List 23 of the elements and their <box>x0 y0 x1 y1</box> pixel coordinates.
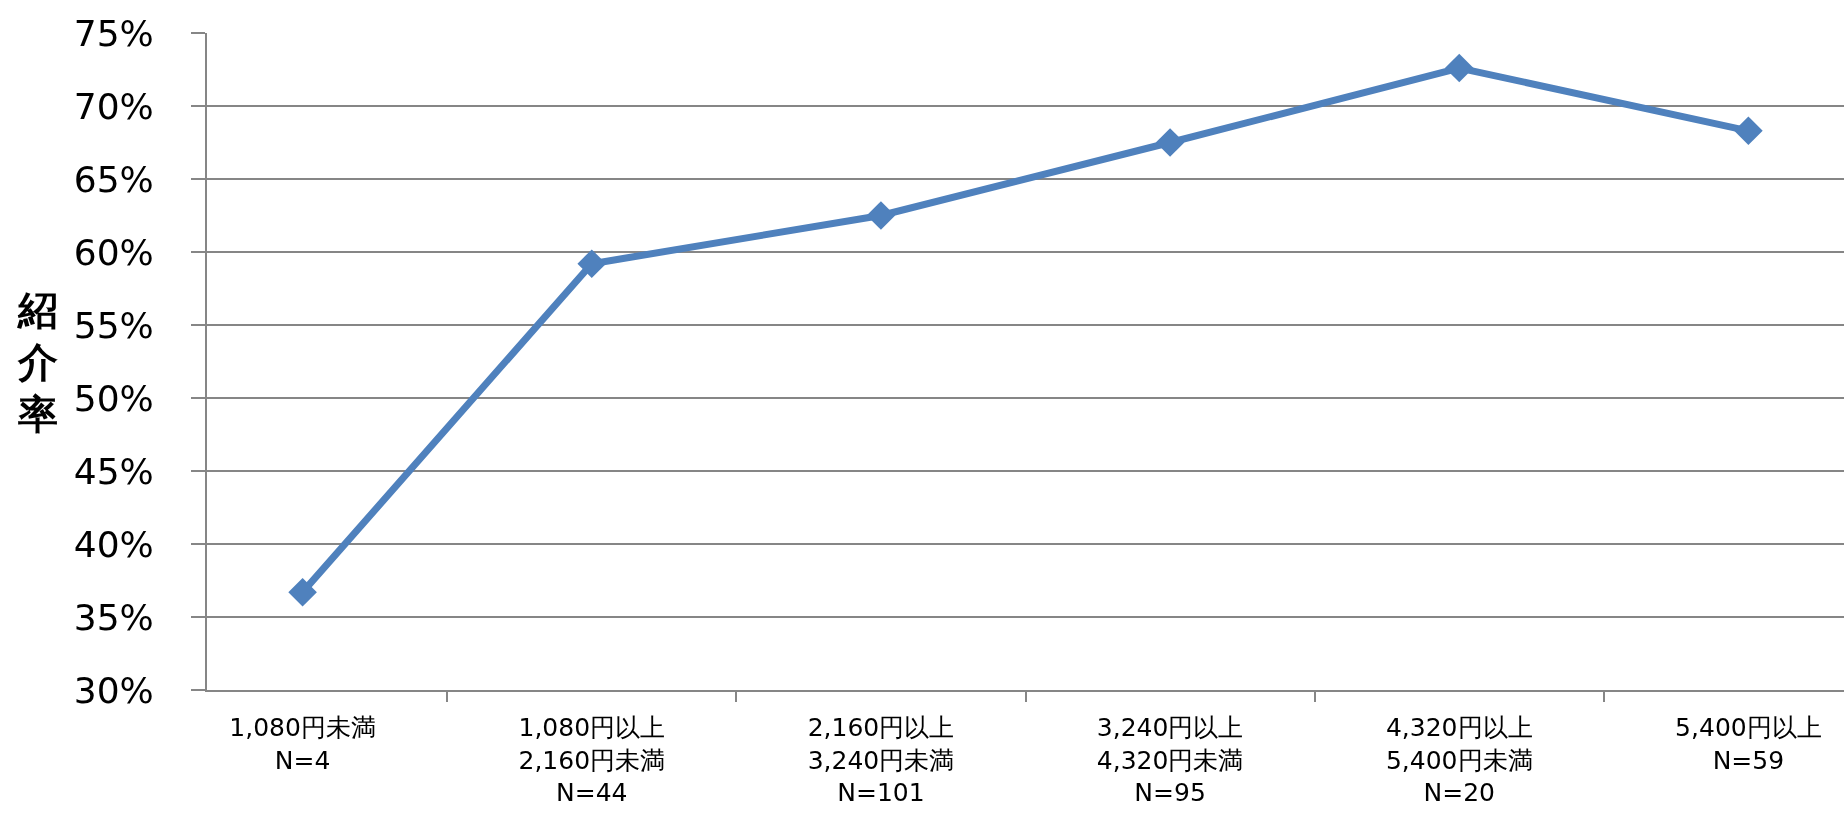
point <box>866 201 896 230</box>
y-tick-label: 75% <box>73 12 154 54</box>
x-tick-label: 4,320円以上 5,400円未満 N=20 <box>1385 713 1533 807</box>
y-tick-label: 60% <box>73 231 154 273</box>
x-tick-label: 2,160円以上 3,240円未満 N=101 <box>807 713 955 807</box>
y-tick-label: 30% <box>73 669 154 711</box>
y-axis-title: 紹介率 <box>17 287 58 437</box>
point <box>1734 116 1763 146</box>
point <box>577 249 607 278</box>
y-tick-label: 55% <box>73 304 154 346</box>
y-tick-label: 45% <box>73 450 154 492</box>
y-tick-label: 35% <box>73 596 154 638</box>
x-tick-label: 1,080円未満 N=4 <box>229 713 376 775</box>
x-tick-label: 1,080円以上 2,160円未満 N=44 <box>518 713 666 807</box>
point <box>288 577 317 607</box>
y-tick-label: 70% <box>73 85 154 127</box>
x-tick-label: 5,400円以上 N=59 <box>1675 713 1822 775</box>
y-tick-label: 40% <box>73 523 154 565</box>
point <box>1444 53 1474 83</box>
y-tick-label: 65% <box>73 158 154 200</box>
point <box>1155 128 1185 157</box>
x-tick-label: 3,240円以上 4,320円未満 N=95 <box>1096 713 1244 807</box>
y-tick-label: 50% <box>73 377 154 419</box>
